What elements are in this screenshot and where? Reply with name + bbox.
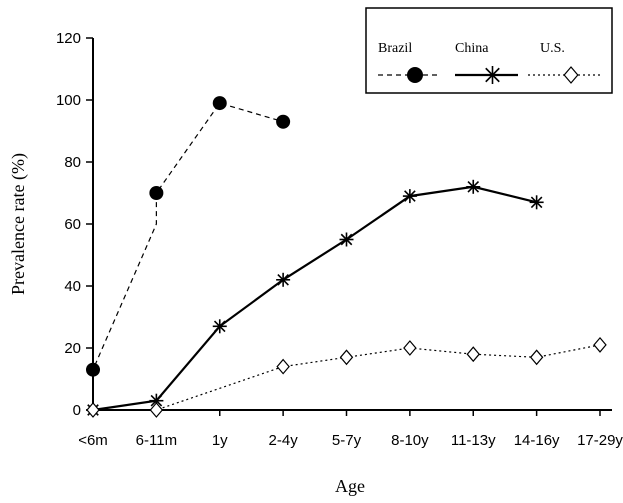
data-point	[276, 272, 291, 287]
data-point	[339, 349, 354, 366]
x-tick-label: 2-4y	[269, 432, 299, 449]
x-axis-title: Age	[335, 476, 365, 496]
y-tick-label: 120	[56, 30, 81, 47]
x-tick-label: 6-11m	[136, 432, 177, 449]
x-tick-label: 8-10y	[391, 432, 429, 449]
data-point	[276, 358, 290, 375]
x-tick-label: <6m	[78, 432, 108, 449]
data-point	[529, 195, 544, 210]
legend-swatch-marker	[563, 66, 579, 84]
x-tick-label: 17-29y	[577, 432, 623, 449]
series-line	[92, 102, 284, 410]
legend-swatches	[378, 66, 602, 84]
series-line	[92, 185, 537, 412]
y-tick-label: 40	[64, 278, 81, 295]
legend-label-us: U.S.	[540, 41, 565, 56]
x-tick-label: 5-7y	[332, 432, 362, 449]
y-ticks: 0 20 40 60 80 100 120	[56, 30, 93, 419]
series-layer	[86, 96, 607, 418]
x-tick-label: 11-13y	[451, 432, 496, 449]
legend-label-china: China	[455, 41, 489, 56]
y-tick-label: 60	[64, 216, 81, 233]
x-ticks: <6m 6-11m 1y 2-4y 5-7y 8-10y 11-13y 14-16y 17-29…	[78, 410, 623, 449]
legend-swatch-marker	[407, 67, 423, 83]
data-point	[149, 186, 164, 200]
y-axis-title: Prevalence rate (%)	[8, 153, 29, 295]
data-point	[466, 346, 480, 363]
y-tick-label: 20	[64, 340, 81, 357]
data-point	[212, 96, 227, 111]
data-point	[593, 336, 607, 353]
y-tick-label: 0	[73, 402, 81, 419]
data-point	[276, 114, 291, 129]
data-point	[212, 319, 227, 334]
data-point	[529, 349, 544, 366]
data-point	[86, 362, 100, 377]
data-point	[86, 402, 100, 418]
x-tick-label: 1y	[212, 432, 228, 449]
data-point	[339, 232, 354, 247]
series-brazil	[86, 96, 291, 410]
data-point	[402, 189, 417, 204]
y-tick-label: 100	[56, 92, 81, 109]
series-us	[86, 336, 607, 418]
data-point	[466, 179, 481, 194]
x-tick-label: 14-16y	[514, 432, 560, 449]
legend-label-brazil: Brazil	[378, 41, 412, 56]
data-point	[149, 402, 164, 418]
y-tick-label: 80	[64, 154, 81, 171]
legend: Brazil China U.S.	[365, 7, 613, 94]
series-china	[86, 179, 544, 417]
legend-swatch-marker	[483, 66, 502, 84]
data-point	[403, 340, 417, 356]
